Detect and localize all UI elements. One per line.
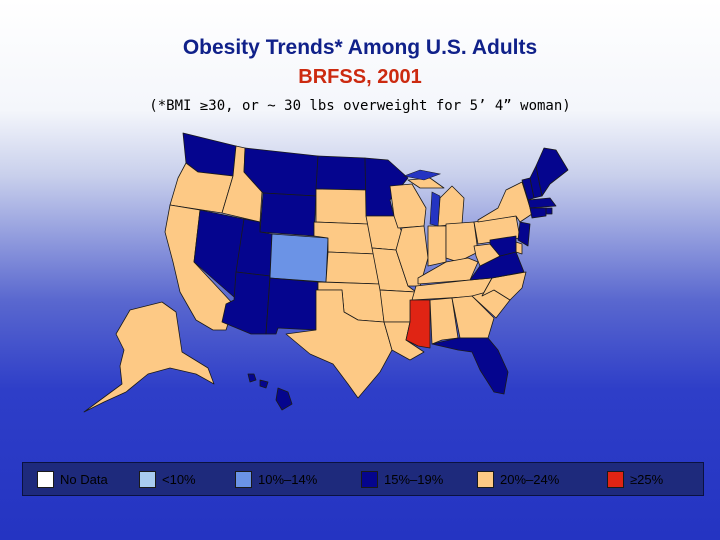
legend-swatch [607,470,624,488]
legend-label: 15%–19% [384,471,444,487]
legend-label: <10% [162,471,196,487]
state-HI [275,387,293,411]
state-AL [429,297,459,345]
state-ME [535,147,569,197]
state-RI [545,207,553,215]
state-MI [437,185,465,227]
state-NM [265,277,319,335]
lake-michigan [429,191,441,227]
state-NJ [517,221,531,247]
state-HI-islands [247,373,269,389]
state-MA [527,197,557,209]
legend: No Data <10% 10%–14% 15%–19% 20%–24% ≥25… [22,462,704,496]
state-MO [371,247,417,293]
legend-swatch [37,470,54,488]
state-KS [325,251,381,285]
legend-item-lt10: <10% [139,469,196,489]
state-WI [389,183,427,229]
state-TX [285,289,393,399]
legend-item-20-24: 20%–24% [477,469,559,489]
legend-swatch [139,470,156,488]
legend-item-no-data: No Data [37,469,108,489]
map-subtitle: BRFSS, 2001 [298,66,422,88]
legend-item-15-19: 15%–19% [361,469,443,489]
legend-swatch [477,470,494,488]
lake-superior [402,169,442,181]
legend-swatch [235,470,252,488]
legend-label: No Data [60,471,108,487]
state-ND [315,155,367,191]
legend-label: 10%–14% [258,471,318,487]
legend-swatch [361,470,378,488]
legend-item-10-14: 10%–14% [235,469,317,489]
state-FL [431,337,509,395]
state-AK [83,301,215,413]
state-NY [477,181,533,223]
state-WY [259,192,317,237]
state-MD [489,235,517,257]
map-title: Obesity Trends* Among U.S. Adults [182,36,538,59]
state-GA [451,295,495,339]
legend-label: ≥25% [630,471,664,487]
state-DE [515,241,523,255]
state-CT [529,207,547,219]
state-SD [315,188,369,225]
state-MS [405,299,431,349]
state-WV [473,243,501,267]
legend-label: 20%–24% [500,471,560,487]
state-OH [445,221,479,263]
state-IN [427,225,447,267]
state-CO [269,233,329,283]
legend-item-ge25: ≥25% [607,469,663,489]
bmi-footnote: (*BMI ≥30, or ~ 30 lbs overweight for 5’… [149,98,571,114]
